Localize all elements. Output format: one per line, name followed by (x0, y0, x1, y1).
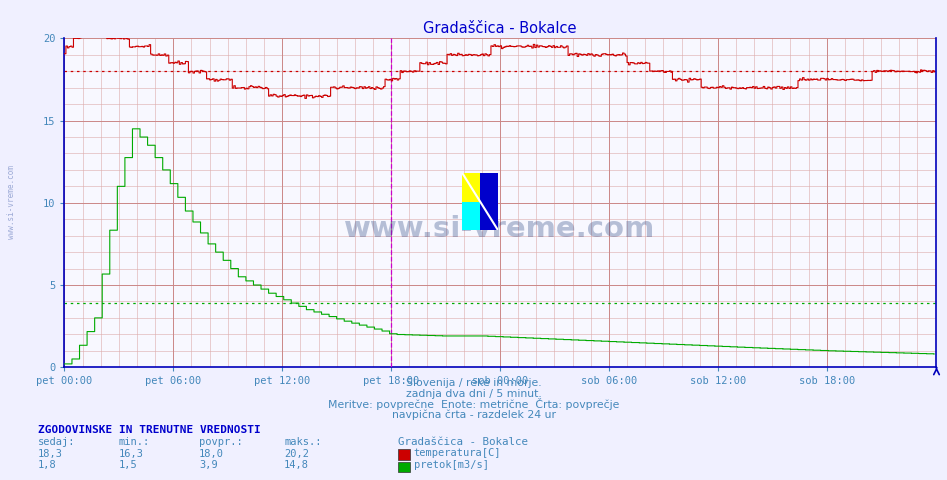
Text: 1,5: 1,5 (118, 460, 137, 470)
Text: maks.:: maks.: (284, 437, 322, 447)
Text: Slovenija / reke in morje.: Slovenija / reke in morje. (405, 378, 542, 388)
Text: sedaj:: sedaj: (38, 437, 76, 447)
Text: zadnja dva dni / 5 minut.: zadnja dva dni / 5 minut. (405, 389, 542, 399)
Text: 14,8: 14,8 (284, 460, 309, 470)
Text: Meritve: povprečne  Enote: metrične  Črta: povprečje: Meritve: povprečne Enote: metrične Črta:… (328, 397, 619, 409)
Text: min.:: min.: (118, 437, 150, 447)
Text: navpična črta - razdelek 24 ur: navpična črta - razdelek 24 ur (391, 409, 556, 420)
Text: povpr.:: povpr.: (199, 437, 242, 447)
Text: www.si-vreme.com: www.si-vreme.com (7, 165, 16, 239)
Bar (462, 173, 480, 202)
Text: 16,3: 16,3 (118, 449, 143, 459)
Polygon shape (480, 173, 498, 230)
Text: ZGODOVINSKE IN TRENUTNE VREDNOSTI: ZGODOVINSKE IN TRENUTNE VREDNOSTI (38, 425, 260, 435)
Text: 18,3: 18,3 (38, 449, 63, 459)
Title: Gradaščica - Bokalce: Gradaščica - Bokalce (423, 21, 577, 36)
Bar (462, 202, 480, 230)
Text: www.si-vreme.com: www.si-vreme.com (345, 215, 655, 243)
Text: temperatura[C]: temperatura[C] (414, 448, 501, 458)
Text: Gradaščica - Bokalce: Gradaščica - Bokalce (398, 437, 527, 447)
Text: 20,2: 20,2 (284, 449, 309, 459)
Text: pretok[m3/s]: pretok[m3/s] (414, 460, 489, 470)
Text: 18,0: 18,0 (199, 449, 223, 459)
Text: 1,8: 1,8 (38, 460, 57, 470)
Text: 3,9: 3,9 (199, 460, 218, 470)
